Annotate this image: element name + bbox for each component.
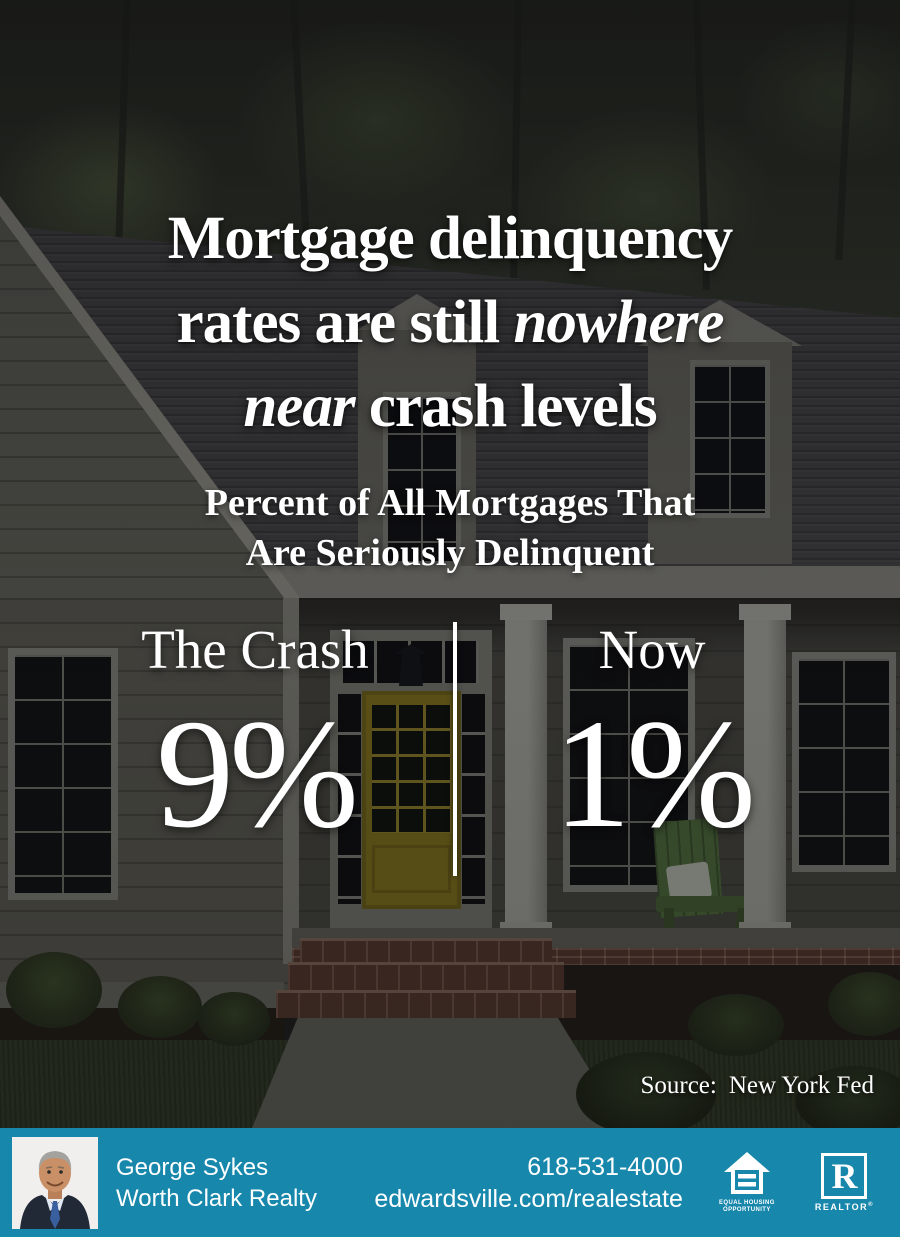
- realtor-letter: R: [831, 1156, 858, 1196]
- agent-info-block: George Sykes Worth Clark Realty: [116, 1152, 317, 1214]
- agent-headshot-photo: [12, 1136, 98, 1229]
- stat-the-crash: The Crash 9%: [60, 614, 450, 862]
- text-content: Mortgage delinquency rates are still now…: [0, 197, 900, 1102]
- stat-label: Now: [598, 619, 706, 680]
- headline-line1: Mortgage delinquency: [167, 204, 734, 272]
- page-title: Mortgage delinquency rates are still now…: [0, 197, 900, 449]
- source-prefix: Source:: [640, 1072, 717, 1099]
- stat-value: 1%: [553, 687, 756, 860]
- dark-overlay: [0, 0, 900, 1128]
- realtor-label: REALTOR: [814, 1202, 869, 1212]
- headline-line3-regular: crash levels: [354, 372, 658, 440]
- realtor-wordmark: REALTOR®: [815, 1202, 874, 1212]
- equal-housing-icon: [723, 1152, 770, 1194]
- phone-number: 618-531-4000: [527, 1152, 683, 1181]
- source-attribution: Source: New York Fed: [640, 1070, 874, 1102]
- stat-comparison: The Crash 9% Now 1%: [0, 614, 900, 886]
- equal-housing-opportunity-logo: EQUAL HOUSING OPPORTUNITY: [719, 1151, 775, 1214]
- male-agent-headshot-icon: [12, 1136, 98, 1229]
- agent-company: Worth Clark Realty: [116, 1184, 317, 1212]
- house-photo-background: [0, 0, 900, 1128]
- equal-housing-text-line2: OPPORTUNITY: [723, 1207, 771, 1213]
- vertical-divider: [453, 622, 457, 876]
- subtitle-line2: Are Seriously Delinquent: [245, 532, 655, 574]
- agent-name: George Sykes: [116, 1153, 269, 1181]
- stat-label: The Crash: [141, 619, 369, 680]
- contact-block: 618-531-4000 edwardsville.com/realestate: [374, 1151, 682, 1215]
- realtor-R-icon: R: [821, 1153, 868, 1199]
- stat-now: Now 1%: [462, 614, 842, 862]
- equal-housing-text-line1: EQUAL HOUSING: [719, 1200, 775, 1206]
- chart-subtitle: Percent of All Mortgages That Are Seriou…: [0, 478, 900, 578]
- realtor-logo: R REALTOR®: [815, 1153, 874, 1212]
- headline-line2-italic: nowhere: [513, 288, 724, 356]
- website-url: edwardsville.com/realestate: [374, 1184, 683, 1213]
- headline-line3-italic: near: [243, 372, 355, 440]
- registered-mark: ®: [868, 1202, 874, 1208]
- subtitle-line1: Percent of All Mortgages That: [204, 482, 696, 524]
- headline-line2-regular: rates are still: [176, 288, 514, 356]
- footer-bar: George Sykes Worth Clark Realty 618-531-…: [0, 1128, 900, 1237]
- stat-value: 9%: [156, 687, 359, 860]
- source-text: New York Fed: [728, 1072, 874, 1099]
